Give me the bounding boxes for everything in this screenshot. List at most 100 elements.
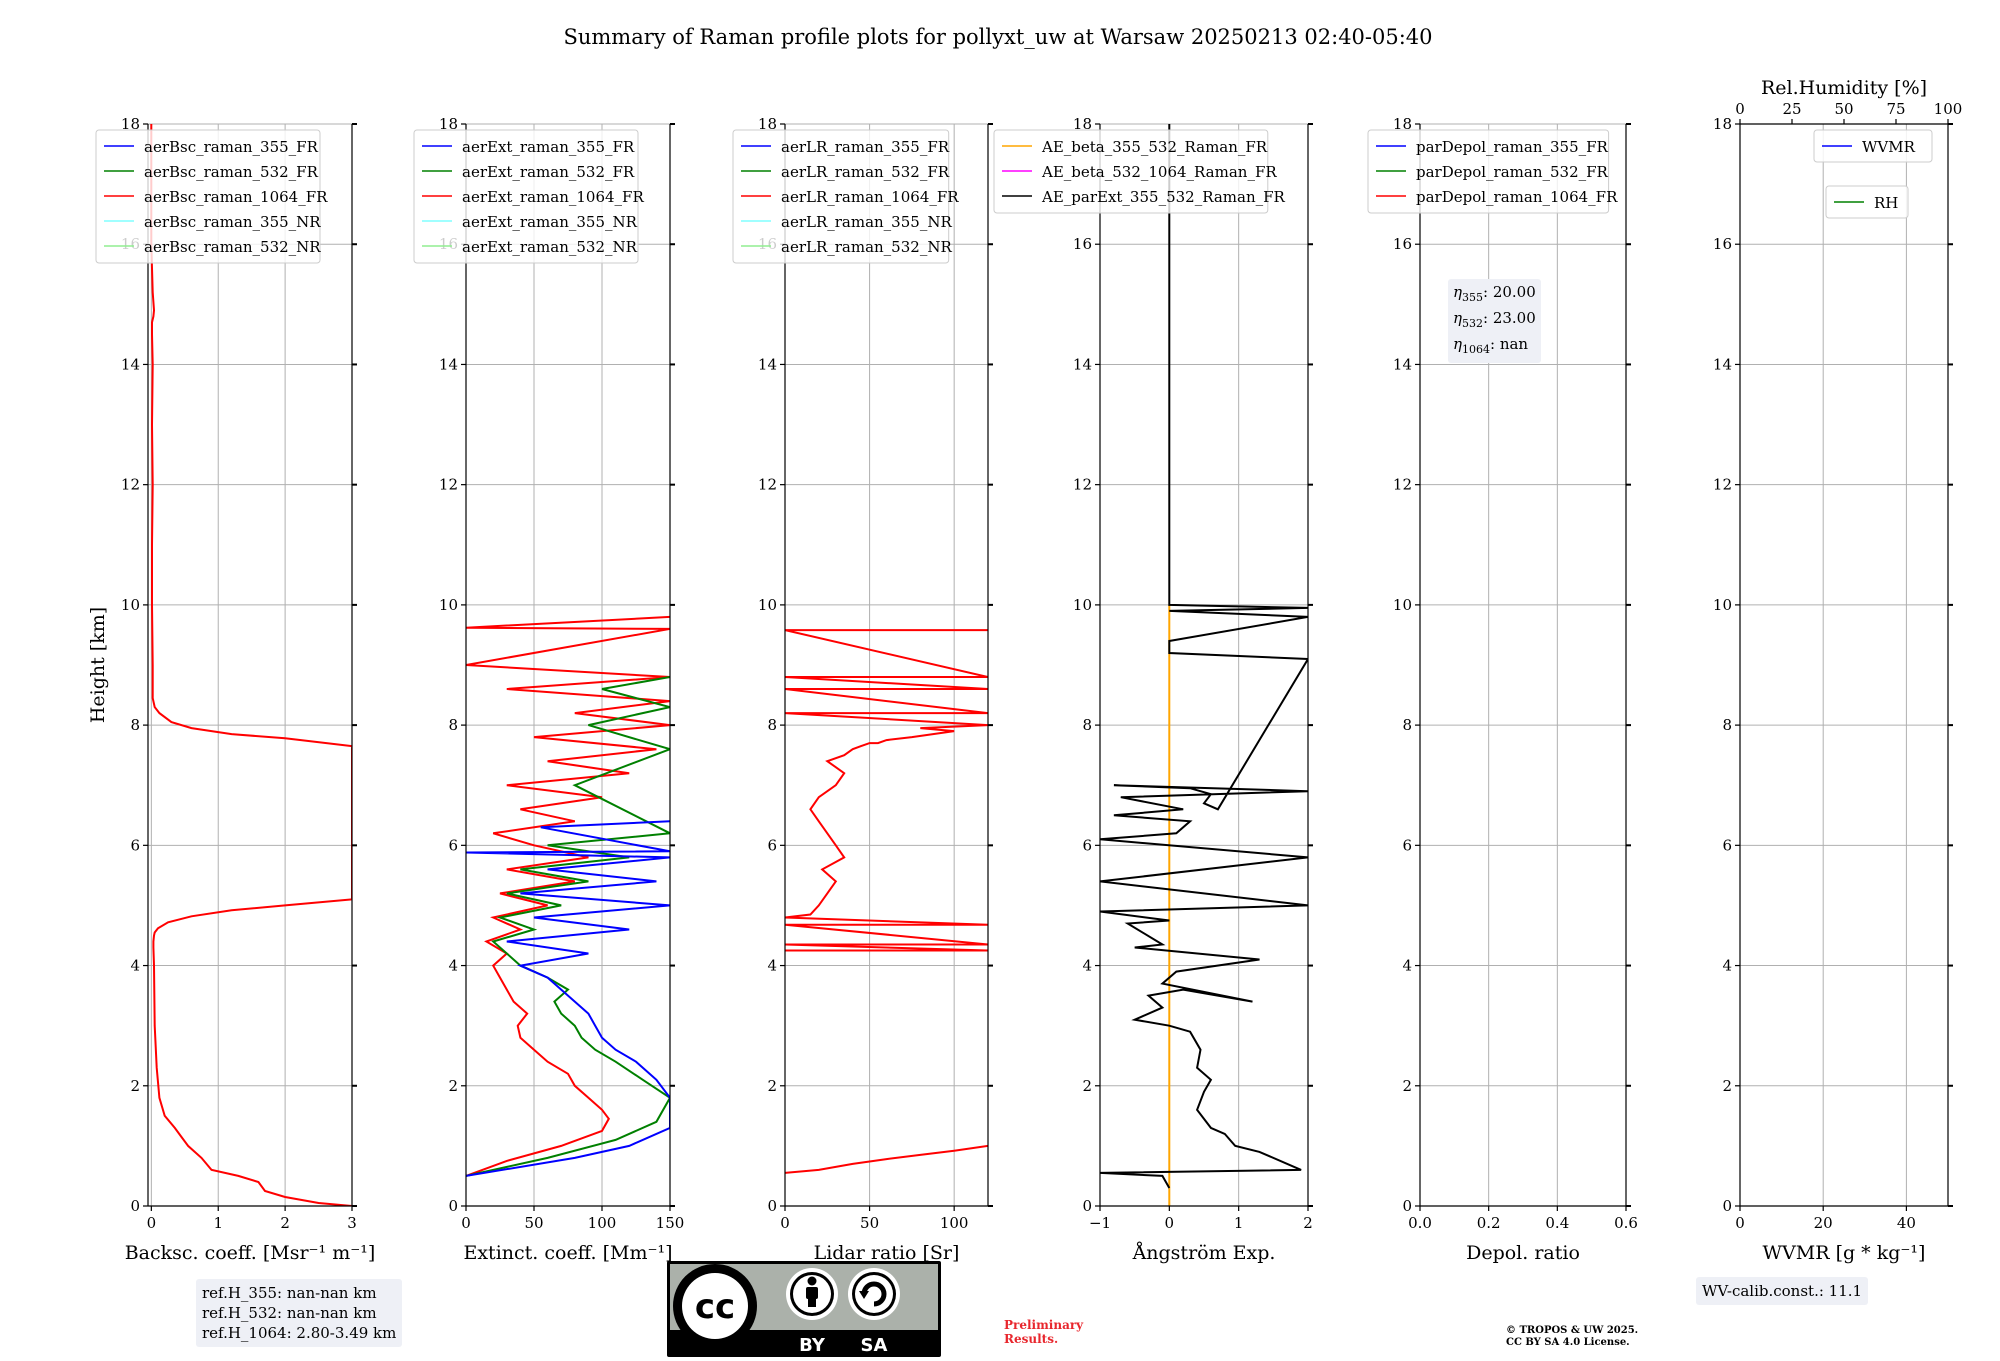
x-axis-label: Ångström Exp. <box>1132 1242 1276 1264</box>
x-tick-label: 0 <box>1165 1214 1175 1232</box>
y-tick-label: 8 <box>448 716 458 734</box>
y-tick-label: 6 <box>130 836 140 854</box>
y-tick-label: 14 <box>758 355 777 373</box>
x-tick-label: 1 <box>213 1214 223 1232</box>
y-tick-label: 4 <box>448 957 458 975</box>
legend-frame <box>993 129 1269 214</box>
legend-frame <box>95 129 321 264</box>
legend-label: RH <box>1874 194 1898 212</box>
legend: WVMR RH <box>1813 129 1933 219</box>
y-tick-label: 4 <box>767 957 777 975</box>
y-tick-label: 18 <box>758 115 777 133</box>
y-tick-label: 2 <box>1082 1077 1092 1095</box>
y-tick-label: 18 <box>121 115 140 133</box>
x-tick-label: 0.2 <box>1477 1214 1501 1232</box>
x-tick-label: 150 <box>656 1214 685 1232</box>
eta-box: η355: 20.00 η532: 23.00 η1064: nan <box>1448 279 1541 363</box>
legend-label: aerExt_raman_355_NR <box>462 213 638 231</box>
legend-label: aerBsc_raman_532_NR <box>144 238 321 256</box>
y-tick-label: 10 <box>1393 596 1412 614</box>
y-tick-label: 4 <box>1402 957 1412 975</box>
legend: aerExt_raman_355_FR aerExt_raman_532_FRae… <box>413 129 644 264</box>
legend-label: aerExt_raman_1064_FR <box>462 188 644 206</box>
panel-bsc: 0246810121416180123Backsc. coeff. [Msr⁻¹… <box>87 115 375 1264</box>
series-group <box>150 124 352 1206</box>
y-tick-label: 12 <box>758 476 777 494</box>
ref-height-1064: ref.H_1064: 2.80-3.49 km <box>202 1324 397 1342</box>
legend-label: aerBsc_raman_1064_FR <box>144 188 328 206</box>
legend-frame <box>1367 129 1610 214</box>
legend-label: aerExt_raman_532_NR <box>462 238 638 256</box>
legend-label: WVMR <box>1862 138 1916 156</box>
legend-label: parDepol_raman_355_FR <box>1416 138 1609 156</box>
y-tick-label: 10 <box>758 596 777 614</box>
legend-label: aerLR_raman_355_FR <box>781 138 950 156</box>
x-tick-label: 50 <box>524 1214 543 1232</box>
x-tick-label: 50 <box>860 1214 879 1232</box>
y-tick-label: 6 <box>448 836 458 854</box>
x-tick-label: 100 <box>588 1214 617 1232</box>
eta-1064: η1064: nan <box>1453 335 1529 356</box>
y-tick-label: 2 <box>448 1077 458 1095</box>
top-x-tick-label: 25 <box>1782 100 1801 118</box>
x-tick-label: 0 <box>1735 1214 1745 1232</box>
legend-label: AE_parExt_355_532_Raman_FR <box>1041 188 1286 206</box>
legend-frame <box>1825 185 1909 219</box>
y-tick-label: 6 <box>767 836 777 854</box>
y-tick-label: 14 <box>439 355 458 373</box>
y-tick-label: 2 <box>1722 1077 1732 1095</box>
y-tick-label: 14 <box>1713 355 1732 373</box>
y-tick-label: 2 <box>1402 1077 1412 1095</box>
legend-label: aerLR_raman_1064_FR <box>781 188 959 206</box>
panel-lr: 024681012141618050100Lidar ratio [Sr]aer… <box>732 115 993 1264</box>
x-tick-label: 0.6 <box>1614 1214 1638 1232</box>
cc-license-badge: cc BY SA <box>667 1261 941 1361</box>
y-tick-label: 12 <box>1073 476 1092 494</box>
x-tick-label: 0.4 <box>1545 1214 1569 1232</box>
y-tick-label: 10 <box>439 596 458 614</box>
page-title: Summary of Raman profile plots for polly… <box>563 25 1432 49</box>
y-tick-label: 12 <box>1713 476 1732 494</box>
y-tick-label: 14 <box>121 355 140 373</box>
y-tick-label: 0 <box>1722 1197 1732 1215</box>
x-axis-label: Backsc. coeff. [Msr⁻¹ m⁻¹] <box>125 1242 376 1264</box>
x-axis-label: WVMR [g * kg⁻¹] <box>1763 1242 1926 1264</box>
series-line-aerExt_raman_1064_FR <box>466 615 670 1177</box>
x-tick-label: 0.0 <box>1408 1214 1432 1232</box>
y-tick-label: 12 <box>439 476 458 494</box>
x-tick-label: 0 <box>780 1214 790 1232</box>
y-tick-label: 2 <box>767 1077 777 1095</box>
y-tick-label: 8 <box>1722 716 1732 734</box>
legend-frame <box>413 129 639 264</box>
wv-calib-box: WV-calib.const.: 11.1 <box>1696 1277 1869 1305</box>
y-tick-label: 2 <box>130 1077 140 1095</box>
x-tick-label: 1 <box>1234 1214 1244 1232</box>
legend: parDepol_raman_355_FR parDepol_raman_532_… <box>1367 129 1618 214</box>
y-tick-label: 8 <box>130 716 140 734</box>
y-tick-label: 10 <box>1073 596 1092 614</box>
legend-frame <box>732 129 950 264</box>
x-tick-label: 100 <box>940 1214 969 1232</box>
legend-label: aerLR_raman_532_NR <box>781 238 952 256</box>
cc-icon <box>682 1273 748 1339</box>
preliminary-note: Preliminary Results. <box>1004 1318 1084 1346</box>
y-tick-label: 18 <box>1713 115 1732 133</box>
series-group <box>785 629 988 1174</box>
y-tick-label: 0 <box>130 1197 140 1215</box>
legend-label: AE_beta_532_1064_Raman_FR <box>1041 163 1277 181</box>
legend-label: aerLR_raman_355_NR <box>781 213 952 231</box>
y-tick-label: 14 <box>1393 355 1412 373</box>
y-tick-label: 6 <box>1402 836 1412 854</box>
y-tick-label: 10 <box>121 596 140 614</box>
y-tick-label: 16 <box>1713 235 1732 253</box>
series-line-AE_parExt_355_532_Raman_FR <box>1100 124 1308 1189</box>
y-tick-label: 14 <box>1073 355 1092 373</box>
x-axis-label: Extinct. coeff. [Mm⁻¹] <box>463 1242 672 1264</box>
x-tick-label: 2 <box>280 1214 290 1232</box>
y-tick-label: 0 <box>1082 1197 1092 1215</box>
y-tick-label: 8 <box>1082 716 1092 734</box>
y-tick-label: 0 <box>767 1197 777 1215</box>
